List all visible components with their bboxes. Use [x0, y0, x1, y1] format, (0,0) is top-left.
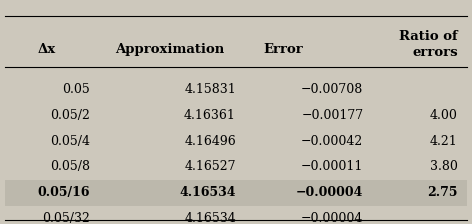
- Text: 4.16534: 4.16534: [179, 186, 236, 199]
- Text: 0.05/8: 0.05/8: [50, 160, 90, 173]
- Text: 0.05/4: 0.05/4: [50, 135, 90, 148]
- Text: 3.80: 3.80: [430, 160, 458, 173]
- Text: Δx: Δx: [38, 43, 56, 56]
- Text: 0.05/32: 0.05/32: [42, 212, 90, 224]
- Text: −0.00177: −0.00177: [301, 109, 363, 122]
- Bar: [5, 180, 467, 206]
- Text: 4.16496: 4.16496: [184, 135, 236, 148]
- Text: −0.00042: −0.00042: [301, 135, 363, 148]
- Text: −0.00011: −0.00011: [301, 160, 363, 173]
- Text: 0.05/2: 0.05/2: [50, 109, 90, 122]
- Text: Ratio of
errors: Ratio of errors: [399, 30, 458, 59]
- Text: 0.05: 0.05: [62, 83, 90, 96]
- Text: −0.00004: −0.00004: [296, 186, 363, 199]
- Text: 0.05/16: 0.05/16: [37, 186, 90, 199]
- Text: Approximation: Approximation: [115, 43, 225, 56]
- Text: 4.16534: 4.16534: [184, 212, 236, 224]
- Text: 4.16361: 4.16361: [184, 109, 236, 122]
- Text: 4.21: 4.21: [430, 135, 458, 148]
- Text: Error: Error: [263, 43, 303, 56]
- Text: −0.00708: −0.00708: [301, 83, 363, 96]
- Text: −0.00004: −0.00004: [301, 212, 363, 224]
- Text: 4.16527: 4.16527: [185, 160, 236, 173]
- Text: 4.15831: 4.15831: [184, 83, 236, 96]
- Text: 4.00: 4.00: [430, 109, 458, 122]
- Text: 2.75: 2.75: [427, 186, 458, 199]
